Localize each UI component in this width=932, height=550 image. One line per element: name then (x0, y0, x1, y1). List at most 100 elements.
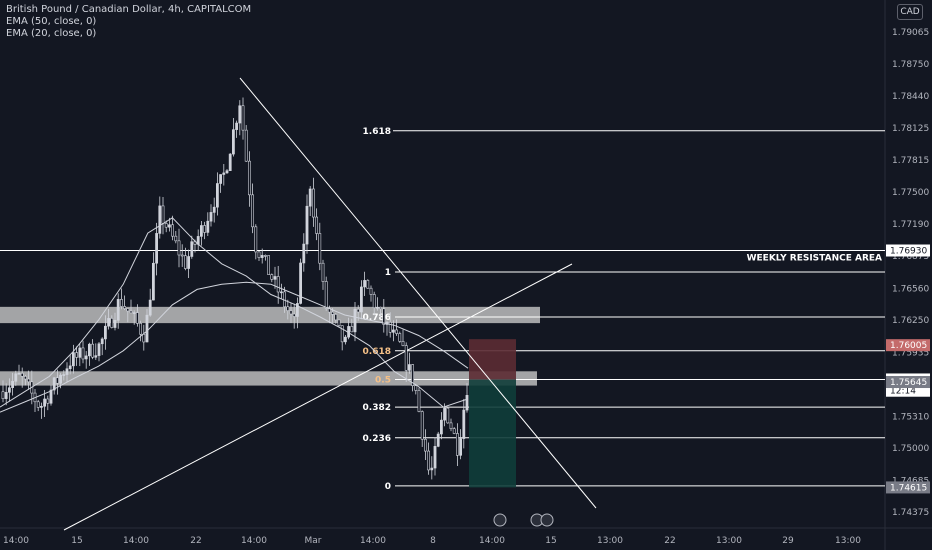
candle-body (340, 325, 344, 343)
candle-body (168, 224, 171, 228)
candle-body (152, 262, 155, 301)
candle-body (251, 194, 255, 228)
candle-body (430, 467, 434, 471)
candle-body (52, 377, 56, 391)
candle-body (62, 374, 66, 376)
fib-level-label: 0.786 (363, 313, 391, 323)
candle-body (292, 313, 296, 317)
candle-body (209, 212, 213, 222)
x-tick-label: 29 (782, 536, 794, 546)
candle-body (235, 122, 239, 130)
candle-body (46, 398, 50, 404)
x-tick-label: 14:00 (123, 536, 149, 546)
candle-body (171, 224, 175, 237)
candle-body (465, 395, 469, 411)
price-tag-bg (886, 339, 930, 352)
symbol-title[interactable]: British Pound / Canadian Dollar, 4h, CAP… (6, 4, 252, 15)
candle-body (244, 129, 248, 162)
candle-body (116, 299, 120, 321)
candle-body (411, 364, 415, 386)
candle-body (23, 376, 27, 380)
candle-body (203, 225, 207, 233)
event-icon[interactable] (540, 513, 554, 527)
y-tick-label: 1.77815 (892, 156, 929, 166)
price-tag-bg (886, 481, 930, 494)
candle-body (350, 326, 354, 333)
candle-body (36, 401, 40, 408)
price-tag-bg (886, 376, 930, 389)
x-tick-label: 15 (545, 536, 556, 546)
candle-body (129, 310, 133, 314)
candle-body (276, 276, 280, 293)
candle-body (113, 320, 117, 328)
candle-body (462, 409, 466, 439)
x-tick-label: 13:00 (835, 536, 861, 546)
fib-level-label: 0 (385, 482, 391, 492)
y-tick-label: 1.77500 (892, 188, 929, 198)
fib-level-label: 0.5 (375, 375, 391, 385)
take-profit-zone[interactable] (469, 379, 516, 488)
candle-body (187, 256, 191, 269)
resistance-zone[interactable] (0, 306, 540, 324)
ema20-legend[interactable]: EMA (20, close, 0) (6, 28, 97, 39)
candle-body (286, 306, 290, 311)
candle-body (212, 206, 216, 213)
candle-body (14, 373, 18, 382)
candle-body (20, 373, 24, 377)
candle-body (11, 380, 15, 388)
downtrend-line[interactable] (239, 77, 597, 509)
ema50-legend[interactable]: EMA (50, close, 0) (6, 16, 97, 27)
y-tick-label: 1.77190 (892, 220, 929, 230)
fib-level-label: 1 (385, 268, 391, 278)
candle-body (356, 308, 360, 313)
y-tick-label: 1.76560 (892, 284, 929, 294)
candle-body (8, 387, 11, 393)
candle-body (375, 306, 379, 309)
candle-body (283, 291, 287, 308)
x-tick-label: 13:00 (597, 536, 623, 546)
y-tick-label: 1.79065 (892, 28, 929, 38)
x-tick-label: 22 (190, 536, 201, 546)
candle-body (1, 391, 5, 399)
y-tick-label: 1.78440 (892, 92, 929, 102)
support-zone[interactable] (0, 371, 537, 386)
candle-body (88, 343, 91, 357)
candle-body (382, 308, 386, 325)
candle-body (91, 343, 95, 358)
candle-body (334, 314, 338, 321)
fib-level-label: 0.236 (363, 434, 391, 444)
stop-loss-zone[interactable] (469, 339, 516, 380)
y-tick-label: 1.74685 (892, 476, 929, 486)
candle-body (427, 450, 431, 471)
uptrend-line[interactable] (63, 263, 573, 531)
candle-body (206, 220, 210, 233)
x-tick-label: Mar (305, 536, 322, 546)
candle-body (81, 347, 85, 360)
event-icon[interactable] (493, 513, 507, 527)
candle-body (254, 226, 258, 253)
candle-body (78, 347, 82, 358)
y-tick-label: 1.75310 (892, 412, 929, 422)
x-tick-label: 15 (71, 536, 82, 546)
candle-body (139, 323, 143, 335)
candle-body (222, 172, 226, 175)
candle-body (359, 286, 363, 313)
candle-body (39, 405, 43, 408)
candle-body (414, 385, 418, 391)
candle-body (177, 240, 181, 256)
candle-body (311, 188, 315, 218)
candle-body (321, 262, 325, 282)
candle-body (436, 433, 440, 447)
candle-body (420, 411, 424, 440)
price-tag-bg (886, 244, 930, 257)
currency-button[interactable]: CAD (897, 4, 923, 20)
x-tick-label: 14:00 (3, 536, 29, 546)
candle-body (433, 446, 437, 469)
candle-body (241, 105, 245, 131)
candle-body (190, 241, 194, 257)
candle-body (232, 129, 235, 155)
candle-body (295, 303, 299, 317)
candle-body (136, 312, 139, 324)
candle-body (219, 174, 223, 184)
